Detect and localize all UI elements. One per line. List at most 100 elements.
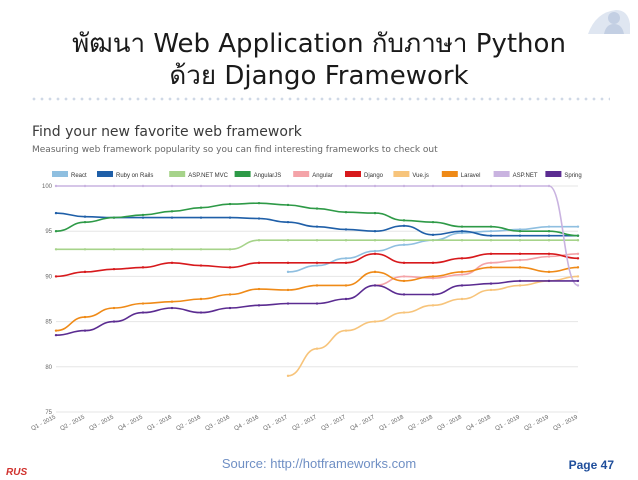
data-point <box>141 213 145 217</box>
data-point <box>54 248 58 251</box>
series-line <box>287 225 578 273</box>
data-point <box>228 293 232 296</box>
x-tick-label: Q1 - 2018 <box>379 414 406 432</box>
data-point <box>518 234 522 237</box>
x-tick-label: Q3 - 2016 <box>205 414 232 432</box>
data-point <box>431 277 435 280</box>
legend-swatch <box>97 171 113 177</box>
data-point <box>112 248 116 251</box>
data-point <box>199 297 203 301</box>
data-point <box>489 239 493 242</box>
data-point <box>315 302 319 305</box>
data-point <box>286 288 290 292</box>
chart-series <box>54 184 580 378</box>
y-tick-label: 90 <box>45 274 52 280</box>
data-point <box>315 207 319 210</box>
line-chart: Find your new favorite web framework Mea… <box>31 124 582 432</box>
rus-logo: RUS <box>6 462 46 478</box>
data-point <box>402 261 406 265</box>
data-point <box>228 184 232 188</box>
data-point <box>547 279 551 283</box>
legend-label: Ruby on Rails <box>116 173 153 179</box>
data-point <box>257 261 261 265</box>
data-point <box>576 284 580 287</box>
data-point <box>402 279 406 283</box>
data-point <box>431 275 435 278</box>
y-tick-label: 80 <box>45 365 52 371</box>
data-point <box>315 284 319 287</box>
series-line <box>374 253 579 287</box>
data-point <box>344 329 348 332</box>
legend-swatch <box>441 171 458 177</box>
y-tick-label: 100 <box>42 184 53 190</box>
data-point <box>576 225 580 228</box>
data-point <box>373 252 377 255</box>
data-point <box>547 230 551 233</box>
legend-label: React <box>71 173 87 179</box>
chart-title: Find your new favorite web framework <box>32 124 303 140</box>
data-point <box>315 347 319 350</box>
legend-swatch <box>169 171 186 177</box>
data-point <box>228 306 232 310</box>
data-point <box>228 248 232 251</box>
data-point <box>344 184 348 188</box>
data-point <box>199 206 203 209</box>
data-point <box>257 217 261 220</box>
data-point <box>431 261 435 265</box>
data-point <box>547 239 551 242</box>
legend-label: Spring <box>564 173 581 179</box>
data-point <box>54 211 58 215</box>
data-point <box>54 230 58 233</box>
data-point <box>286 270 290 274</box>
legend-label: Laravel <box>461 173 481 179</box>
data-point <box>228 266 232 269</box>
data-point <box>170 210 174 213</box>
y-tick-label: 75 <box>45 410 52 416</box>
data-point <box>83 248 87 251</box>
data-point <box>402 219 406 222</box>
data-point <box>460 297 464 301</box>
data-point <box>54 329 58 332</box>
x-axis-ticks: Q1 - 2015 Q2 - 2015 Q3 - 2015 Q4 - 2015 Q1 -… <box>31 414 580 432</box>
data-point <box>373 284 377 287</box>
data-point <box>83 270 87 274</box>
data-point <box>141 216 145 219</box>
x-tick-label: Q3 - 2017 <box>321 414 348 432</box>
user-icon <box>588 10 630 34</box>
data-point <box>431 233 435 237</box>
data-point <box>344 284 348 287</box>
logo-text: RUS <box>6 467 28 478</box>
y-tick-label: 95 <box>45 229 52 235</box>
data-point <box>402 243 406 246</box>
series-line <box>287 275 579 377</box>
data-point <box>460 257 464 260</box>
x-tick-label: Q1 - 2016 <box>147 414 174 432</box>
legend-label: Vue.js <box>412 173 428 179</box>
data-point <box>431 239 435 242</box>
data-point <box>286 302 290 305</box>
data-point <box>576 234 580 237</box>
data-point <box>489 234 493 237</box>
data-point <box>402 184 406 188</box>
data-point <box>518 284 522 287</box>
data-point <box>518 239 522 242</box>
data-point <box>199 248 203 251</box>
data-point <box>315 184 319 188</box>
data-point <box>431 184 435 188</box>
data-point <box>112 267 116 271</box>
x-tick-label: Q2 - 2016 <box>176 414 203 432</box>
data-point <box>489 184 493 188</box>
data-point <box>518 279 522 283</box>
data-point <box>286 261 290 265</box>
data-point <box>489 225 493 228</box>
data-point <box>112 306 116 310</box>
legend-label: ASP.NET MVC <box>188 173 228 179</box>
data-point <box>141 184 145 188</box>
data-point <box>547 252 551 255</box>
data-point <box>315 261 319 265</box>
data-point <box>257 201 261 205</box>
data-point <box>576 275 580 278</box>
data-point <box>576 266 580 269</box>
data-point <box>373 184 377 188</box>
data-point <box>54 333 58 337</box>
